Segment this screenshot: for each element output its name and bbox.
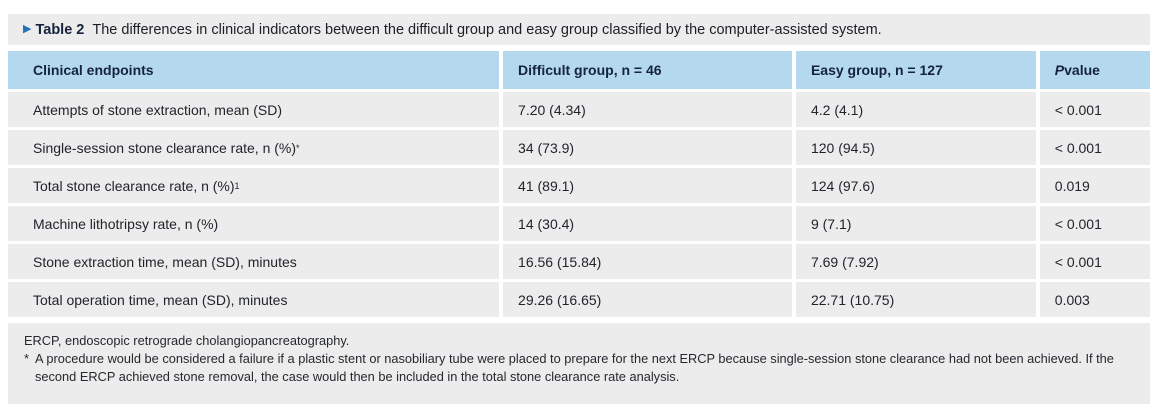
difficult-group-cell: 16.56 (15.84) bbox=[503, 244, 792, 279]
column-header-difficult-group: Difficult group, n = 46 bbox=[503, 51, 792, 89]
table-header-row: Clinical endpoints Difficult group, n = … bbox=[8, 51, 1150, 89]
footnote-asterisk-text: A procedure would be considered a failur… bbox=[35, 350, 1114, 384]
endpoint-cell: Machine lithotripsy rate, n (%) bbox=[8, 206, 500, 241]
table-caption-label: Table 2 bbox=[35, 21, 85, 38]
easy-group-cell: 7.69 (7.92) bbox=[795, 244, 1036, 279]
p-value-cell: < 0.001 bbox=[1039, 206, 1150, 241]
endpoint-cell: Stone extraction time, mean (SD), minute… bbox=[8, 244, 500, 279]
p-value-cell: < 0.001 bbox=[1039, 130, 1150, 165]
easy-group-cell: 120 (94.5) bbox=[795, 130, 1036, 165]
p-value-cell: < 0.001 bbox=[1039, 244, 1150, 279]
p-value-cell: 0.003 bbox=[1039, 282, 1150, 317]
easy-group-cell: 9 (7.1) bbox=[795, 206, 1036, 241]
table-footnotes: ERCP, endoscopic retrograde cholangiopan… bbox=[8, 323, 1150, 404]
endpoint-label: Machine lithotripsy rate, n (%) bbox=[33, 215, 219, 232]
triangle-marker-icon: ▶ bbox=[23, 23, 32, 35]
endpoint-cell: Total operation time, mean (SD), minutes bbox=[8, 282, 500, 317]
footnote-asterisk: * A procedure would be considered a fail… bbox=[24, 350, 1134, 386]
easy-group-cell: 124 (97.6) bbox=[795, 168, 1036, 203]
difficult-group-cell: 34 (73.9) bbox=[503, 130, 792, 165]
footnote-abbreviation: ERCP, endoscopic retrograde cholangiopan… bbox=[24, 333, 350, 348]
endpoint-cell: Single-session stone clearance rate, n (… bbox=[8, 130, 500, 165]
endpoint-cell: Attempts of stone extraction, mean (SD) bbox=[8, 92, 500, 127]
endpoint-label: Single-session stone clearance rate, n (… bbox=[33, 139, 297, 156]
endpoint-label: Attempts of stone extraction, mean (SD) bbox=[33, 101, 282, 118]
table-row: Machine lithotripsy rate, n (%) 14 (30.4… bbox=[8, 206, 1150, 241]
footnote-asterisk-marker: * bbox=[24, 350, 29, 366]
table-row: Attempts of stone extraction, mean (SD) … bbox=[8, 92, 1150, 127]
table-row: Stone extraction time, mean (SD), minute… bbox=[8, 244, 1150, 279]
endpoint-label: Total operation time, mean (SD), minutes bbox=[33, 291, 288, 308]
table-row: Single-session stone clearance rate, n (… bbox=[8, 130, 1150, 165]
column-header-easy-group: Easy group, n = 127 bbox=[795, 51, 1036, 89]
difficult-group-cell: 41 (89.1) bbox=[503, 168, 792, 203]
table-row: Total operation time, mean (SD), minutes… bbox=[8, 282, 1150, 317]
column-header-p-value: P value bbox=[1039, 51, 1150, 89]
table-caption-text: The differences in clinical indicators b… bbox=[92, 21, 882, 38]
easy-group-cell: 22.71 (10.75) bbox=[795, 282, 1036, 317]
difficult-group-cell: 14 (30.4) bbox=[503, 206, 792, 241]
endpoint-label: Total stone clearance rate, n (%) bbox=[33, 177, 235, 194]
easy-group-cell: 4.2 (4.1) bbox=[795, 92, 1036, 127]
endpoint-cell: Total stone clearance rate, n (%) 1 bbox=[8, 168, 500, 203]
clinical-indicators-table: Clinical endpoints Difficult group, n = … bbox=[8, 51, 1150, 317]
table-caption: ▶ Table 2 The differences in clinical in… bbox=[8, 14, 1150, 45]
p-value-cell: < 0.001 bbox=[1039, 92, 1150, 127]
difficult-group-cell: 29.26 (16.65) bbox=[503, 282, 792, 317]
column-header-clinical-endpoints: Clinical endpoints bbox=[8, 51, 500, 89]
endpoint-label: Stone extraction time, mean (SD), minute… bbox=[33, 253, 297, 270]
p-value-rest: value bbox=[1064, 62, 1100, 78]
p-value-cell: 0.019 bbox=[1039, 168, 1150, 203]
difficult-group-cell: 7.20 (4.34) bbox=[503, 92, 792, 127]
table-row: Total stone clearance rate, n (%) 1 41 (8… bbox=[8, 168, 1150, 203]
p-value-italic-p: P bbox=[1054, 62, 1065, 78]
